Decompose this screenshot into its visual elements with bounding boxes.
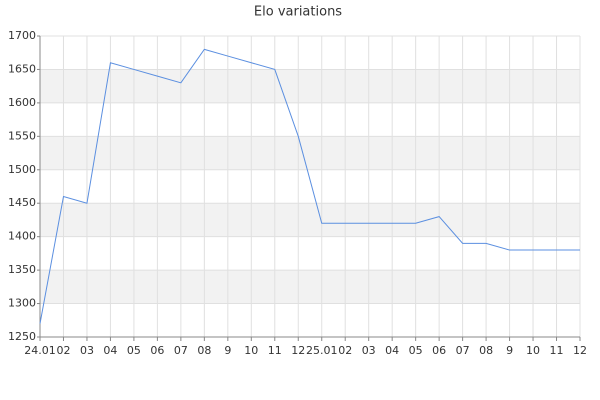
x-tick-label: 9	[506, 344, 513, 357]
x-tick-label: 03	[362, 344, 376, 357]
line	[39, 48, 580, 324]
x-tick-label: 12	[291, 344, 305, 357]
x-tick-label: 25.01	[306, 344, 338, 357]
y-tick-label: 1500	[8, 163, 36, 176]
grid-band	[40, 69, 580, 103]
x-tick-label: 12	[573, 344, 587, 357]
x-tick-label: 24.01	[24, 344, 56, 357]
x-tick-label: 04	[103, 344, 117, 357]
chart-title: Elo variations	[254, 5, 342, 20]
grid-band	[40, 136, 580, 170]
y-tick-label: 1700	[8, 29, 36, 42]
x-tick-label: 05	[409, 344, 423, 357]
x-tick-label: 11	[550, 344, 564, 357]
y-tick-label: 1250	[8, 330, 36, 343]
x-tick-label: 10	[244, 344, 258, 357]
x-tick-label: 11	[268, 344, 282, 357]
y-tick-label: 1600	[8, 96, 36, 109]
x-tick-label: 9	[224, 344, 231, 357]
y-tick-label: 1450	[8, 196, 36, 209]
x-tick-label: 06	[432, 344, 446, 357]
x-tick-label: 06	[150, 344, 164, 357]
y-tick-label: 1300	[8, 297, 36, 310]
y-tick-label: 1550	[8, 129, 36, 142]
x-tick-label: 08	[197, 344, 211, 357]
x-tick-label: 03	[80, 344, 94, 357]
x-tick-label: 07	[456, 344, 470, 357]
y-tick-label: 1400	[8, 230, 36, 243]
y-tick-label: 1650	[8, 62, 36, 75]
y-tick-label: 1350	[8, 263, 36, 276]
x-tick-label: 05	[127, 344, 141, 357]
x-tick-label: 02	[338, 344, 352, 357]
x-tick-label: 07	[174, 344, 188, 357]
x-tick-label: 02	[56, 344, 70, 357]
x-tick-label: 04	[385, 344, 399, 357]
grid-band	[40, 203, 580, 237]
grid-band	[40, 270, 580, 304]
x-tick-label: 10	[526, 344, 540, 357]
x-tick-label: 08	[479, 344, 493, 357]
